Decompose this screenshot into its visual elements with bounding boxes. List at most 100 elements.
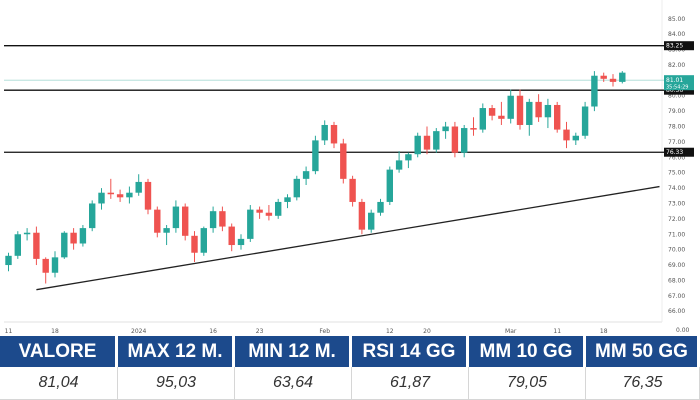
candle-up — [461, 124, 468, 158]
candle-body — [135, 181, 142, 193]
candle-down — [144, 178, 152, 215]
candle-down — [191, 231, 198, 262]
stat-header-mm10: MM 10 GG — [469, 336, 586, 367]
y-tick-label: 76.00 — [668, 154, 685, 161]
candle-body — [302, 171, 310, 179]
candle-down — [107, 178, 114, 199]
candle-up — [172, 200, 180, 233]
candle-up — [479, 103, 486, 133]
candle-body — [275, 201, 282, 216]
candle-up — [572, 132, 579, 145]
candle-body — [591, 75, 598, 107]
candle-up — [321, 120, 328, 145]
candle-body — [126, 192, 133, 198]
stat-value-max: 95,03 — [118, 367, 235, 400]
stat-header-rsi: RSI 14 GG — [352, 336, 469, 367]
candle-body — [200, 228, 207, 253]
y-tick-label: 66.00 — [668, 308, 685, 315]
candle-body — [461, 128, 468, 153]
candle-down — [182, 203, 189, 241]
x-axis: 11 18 2024 16 23 Feb 12 20 Mar 11 18 — [5, 328, 608, 335]
candle-up — [377, 198, 384, 216]
candle-up — [61, 231, 68, 259]
candle-up — [591, 71, 598, 112]
y-tick-label: 82.00 — [668, 62, 685, 69]
candle-down — [349, 175, 356, 207]
candle-up — [395, 151, 403, 173]
candle-body — [107, 192, 114, 195]
y-tick-label: 69.00 — [668, 262, 685, 269]
candle-up — [126, 186, 133, 204]
price-tag-box — [664, 85, 694, 95]
candle-body — [405, 154, 412, 161]
candle-down — [154, 206, 161, 238]
candle-up — [405, 152, 412, 169]
candle-body — [600, 75, 607, 79]
y-axis: 66.00 67.00 68.00 69.00 70.00 71.00 72.00 73.00… — [668, 16, 690, 334]
candle-body — [544, 104, 552, 118]
candle-body — [563, 129, 570, 141]
candle-down — [33, 226, 40, 266]
price-chart: 66.00 67.00 68.00 69.00 70.00 71.00 72.00 73.00… — [4, 0, 694, 335]
candle-down — [554, 101, 561, 133]
stat-header-mm50: MM 50 GG — [586, 336, 700, 367]
candle-down — [423, 126, 431, 155]
candle-body — [581, 106, 589, 136]
candle-body — [116, 194, 124, 198]
candle-down — [600, 72, 607, 82]
candle-down — [256, 206, 263, 219]
y-tick-label: 80.00 — [668, 93, 685, 100]
y-tick-label: 74.00 — [668, 185, 685, 192]
candle-body — [572, 135, 579, 141]
candle-body — [498, 115, 505, 119]
candle-body — [433, 131, 440, 150]
candle-up — [414, 132, 421, 158]
candle-body — [42, 258, 49, 273]
candle-down — [70, 228, 77, 250]
candle-down — [358, 198, 366, 235]
candle-down — [535, 94, 542, 122]
candle-body — [237, 238, 245, 246]
candle-body — [526, 101, 533, 125]
x-tick-label: 16 — [209, 328, 217, 335]
candle-body — [191, 235, 198, 253]
candle-body — [51, 257, 59, 273]
stat-value-mm50: 76,35 — [586, 367, 700, 400]
last-price-tag-sublabel: 35:54:29 — [666, 85, 688, 91]
candle-body — [386, 169, 393, 202]
y-tick-label: 79.00 — [668, 108, 685, 115]
candle-up — [209, 206, 217, 233]
candle-up — [526, 98, 533, 136]
candle-body — [470, 128, 477, 130]
candle-down — [609, 74, 617, 87]
candle-body — [182, 206, 189, 236]
candle-body — [349, 178, 356, 202]
candle-body — [163, 228, 170, 233]
candle-body — [209, 211, 217, 229]
price-tag-label: 80.36 — [666, 87, 683, 94]
candle-body — [61, 232, 68, 258]
candle-down — [330, 121, 338, 149]
candle-body — [247, 209, 254, 239]
candle-body — [70, 232, 77, 244]
candle-up — [433, 128, 440, 153]
candle-body — [5, 255, 12, 266]
x-tick-label: Mar — [505, 328, 517, 335]
trendline-layer — [36, 185, 660, 291]
candle-body — [330, 124, 338, 144]
candle-down — [451, 121, 459, 158]
candle-down — [42, 257, 49, 284]
candle-body — [535, 101, 542, 118]
candle-down — [563, 121, 570, 149]
candle-up — [544, 98, 552, 129]
candle-up — [507, 89, 514, 124]
stat-value-valore: 81,04 — [0, 367, 118, 400]
candle-body — [228, 226, 235, 246]
price-tag-label: 83.25 — [666, 43, 683, 50]
candle-body — [79, 228, 87, 244]
last-price-tag-box — [664, 75, 694, 91]
x-tick-label: 12 — [386, 328, 394, 335]
x-tick-label: Feb — [319, 328, 330, 335]
candle-up — [312, 135, 319, 175]
candle-body — [284, 197, 291, 202]
